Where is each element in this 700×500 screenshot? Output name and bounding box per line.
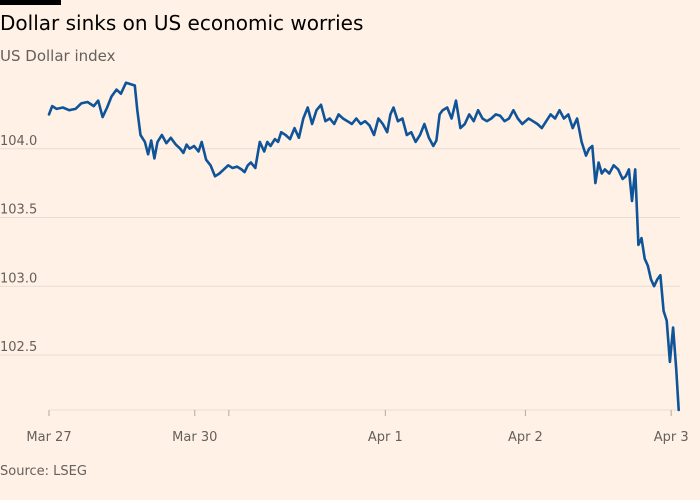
x-tick-label: Apr 2 (508, 430, 543, 445)
chart-title: Dollar sinks on US economic worries (0, 11, 364, 35)
x-tick-label: Mar 27 (26, 430, 71, 445)
y-axis-gridlines (0, 148, 680, 356)
x-axis: Mar 27 Mar 30 Apr 1 Apr 2 Apr 3 (26, 409, 689, 445)
y-tick-label: 103.5 (0, 203, 37, 218)
x-tick-label: Mar 30 (172, 430, 217, 445)
series-layer (47, 81, 681, 412)
x-tick-label: Apr 1 (368, 430, 403, 445)
chart-subtitle: US Dollar index (0, 47, 116, 65)
y-tick-label: 104.0 (0, 134, 37, 149)
source-note: Source: LSEG (0, 464, 87, 479)
y-tick-label: 103.0 (0, 271, 37, 286)
top-accent-bar (0, 0, 61, 5)
dollar-index-line-chart: 102.5 103.0 103.5 104.0 Mar 27 Mar 30 Apr 1 Ap… (0, 81, 689, 445)
series-line-us-dollar-index (47, 81, 681, 412)
y-axis-tick-labels: 102.5 103.0 103.5 104.0 (0, 134, 37, 355)
x-tick-label: Apr 3 (654, 430, 689, 445)
y-tick-label: 102.5 (0, 340, 37, 355)
